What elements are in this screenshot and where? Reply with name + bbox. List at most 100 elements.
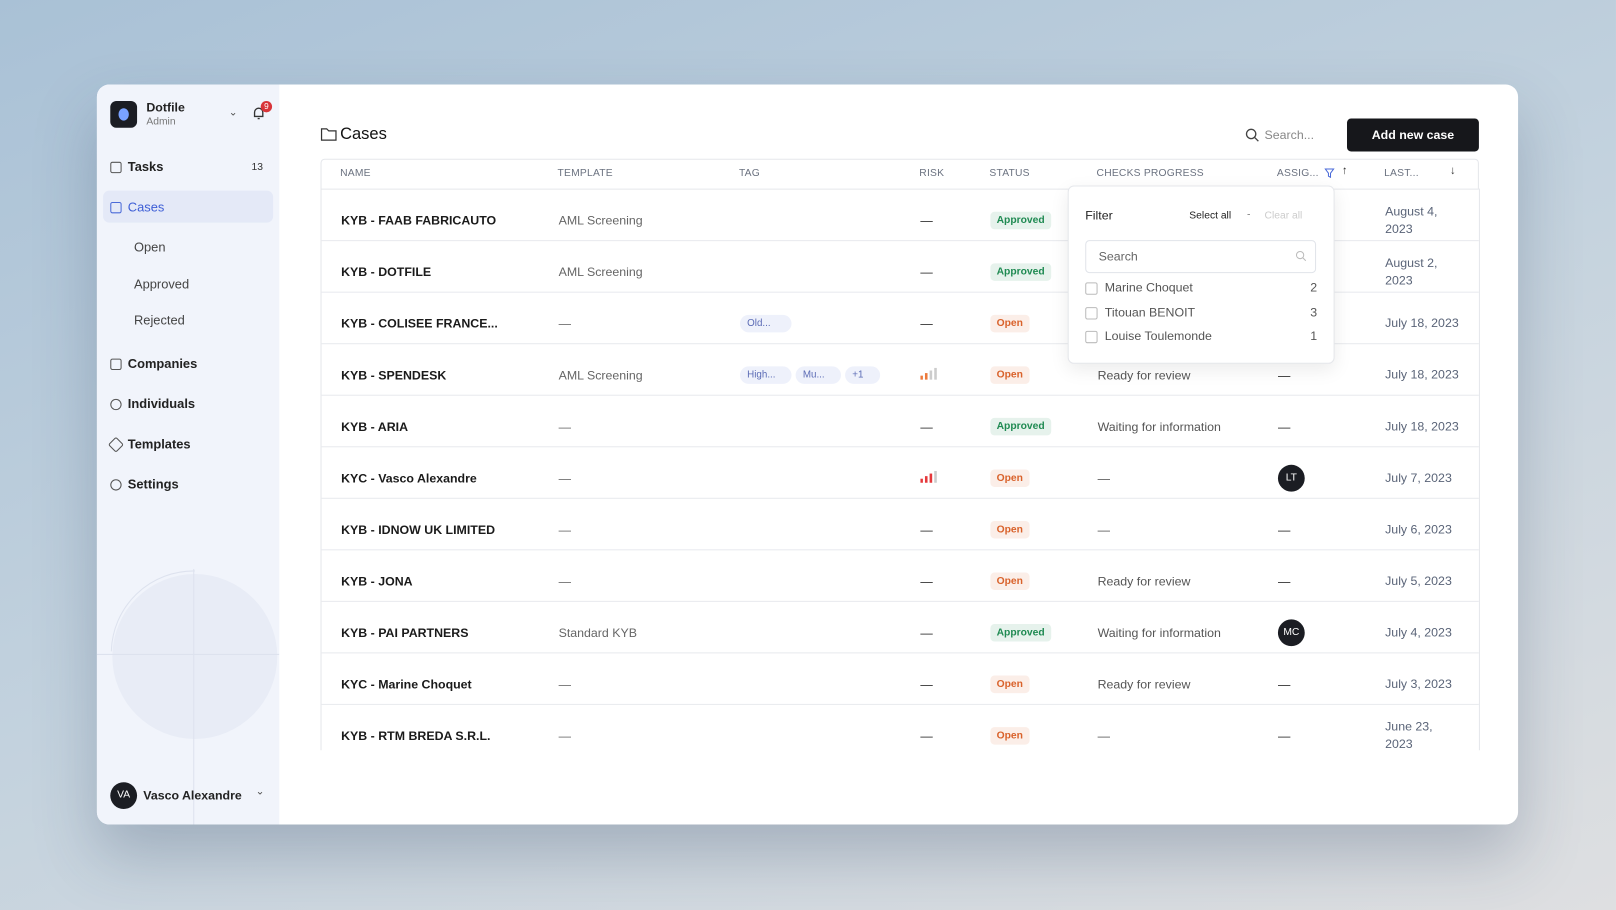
filter-icon[interactable] xyxy=(1324,168,1335,179)
filter-search-placeholder: Search xyxy=(1098,249,1138,264)
status: Approved xyxy=(990,417,1051,436)
case-name: KYB - IDNOW UK LIMITED xyxy=(341,522,496,537)
status-pill: Approved xyxy=(990,624,1051,642)
filter-search[interactable]: Search xyxy=(1085,240,1317,274)
table-row[interactable]: KYB - ARIA — — Approved Waiting for informat… xyxy=(321,395,1479,448)
tags: High... Mu... +1 xyxy=(739,366,884,384)
risk: — xyxy=(920,625,933,641)
tag: High... xyxy=(739,366,792,384)
last-updated: July 18, 2023 xyxy=(1385,418,1459,434)
status: Open xyxy=(990,727,1030,745)
table-row[interactable]: KYB - FAAB FABRICAUTO AML Screening — Appro… xyxy=(321,189,1479,242)
nav-item[interactable]: Tasks xyxy=(127,159,164,175)
status: Approved xyxy=(990,263,1051,281)
checkbox[interactable] xyxy=(1085,282,1098,295)
template: — xyxy=(558,419,571,434)
status: Approved xyxy=(990,211,1051,230)
checks-progress: — xyxy=(1097,470,1110,486)
column-header: TEMPLATE xyxy=(557,167,613,180)
last-updated: June 23, 2023 xyxy=(1385,719,1433,751)
case-name: KYB - COLISEE FRANCE... xyxy=(341,316,498,331)
icon xyxy=(110,201,122,214)
table-row[interactable]: KYB - IDNOW UK LIMITED — — Open — — July 6, 20… xyxy=(321,498,1479,551)
folder-icon xyxy=(320,128,337,141)
status-pill: Open xyxy=(990,572,1030,591)
table-row[interactable]: KYB - PAI PARTNERS Standard KYB — Approved W… xyxy=(321,601,1479,654)
assignee-avatar: LT xyxy=(1277,464,1305,492)
template: — xyxy=(558,574,571,589)
icon xyxy=(110,358,122,370)
risk-icon xyxy=(920,367,939,382)
nav-item[interactable]: Cases xyxy=(127,199,165,215)
org-role: Admin xyxy=(146,116,176,128)
table-row[interactable]: KYB - JONA — — Open Ready for review — July 5,… xyxy=(321,549,1479,602)
template: — xyxy=(558,728,571,744)
table-row[interactable]: KYB - DOTFILE AML Screening — Approved Augus… xyxy=(321,240,1479,293)
clear-all[interactable]: Clear all xyxy=(1264,210,1303,222)
sort-desc[interactable]: ↓ xyxy=(1450,164,1456,178)
nav-item[interactable]: Companies xyxy=(127,356,198,372)
subnav-item[interactable]: Approved xyxy=(133,277,190,292)
table-row[interactable]: KYC - Vasco Alexandre — Open — LT July 7, 202… xyxy=(321,446,1479,499)
status: Open xyxy=(990,469,1030,487)
sort-asc[interactable]: ↑ xyxy=(1341,164,1348,178)
nav-item[interactable]: Settings xyxy=(127,477,179,492)
option-label[interactable]: Titouan BENOIT xyxy=(1104,304,1196,319)
tag: Mu... xyxy=(795,366,841,384)
icon xyxy=(110,479,122,491)
template: — xyxy=(558,470,571,486)
case-name: KYB - PAI PARTNERS xyxy=(341,625,469,641)
risk-icon xyxy=(920,470,939,485)
table-row[interactable]: KYB - SPENDESK AML Screening High... Mu... +… xyxy=(321,343,1479,396)
nav-item[interactable]: Individuals xyxy=(127,396,196,412)
risk-bars xyxy=(920,470,937,483)
subnav-item[interactable]: Open xyxy=(133,240,166,255)
risk: — xyxy=(920,419,933,434)
select-all[interactable]: Select all xyxy=(1189,210,1232,222)
table-header xyxy=(320,158,1479,190)
checks-progress: Ready for review xyxy=(1097,574,1191,589)
status: Open xyxy=(990,314,1030,333)
icon xyxy=(110,161,122,174)
table-row[interactable]: KYB - COLISEE FRANCE... — Old... — Open July … xyxy=(321,292,1479,345)
search-input[interactable]: Search... xyxy=(1264,127,1315,143)
bell[interactable] xyxy=(251,106,265,120)
status: Open xyxy=(990,675,1030,694)
nav-count: 13 xyxy=(251,161,263,174)
template: AML Screening xyxy=(558,367,643,383)
user-chevron[interactable]: ⌄ xyxy=(255,786,265,798)
template: AML Screening xyxy=(558,213,643,228)
risk-bar xyxy=(929,473,933,483)
filter-title: Filter xyxy=(1085,208,1113,223)
risk: — xyxy=(920,316,933,331)
subnav-item[interactable]: Rejected xyxy=(133,313,185,328)
add-case-button[interactable]: Add new case xyxy=(1346,118,1479,152)
status-pill: Open xyxy=(990,520,1030,539)
decoration xyxy=(96,568,280,825)
status: Open xyxy=(990,520,1030,539)
sidebar: Dotfile Admin ⌄ 9 Tasks 13 Cases Open Ap… xyxy=(96,84,280,825)
template: — xyxy=(558,316,571,331)
icon xyxy=(110,398,122,411)
risk-bar xyxy=(920,375,923,380)
option-label[interactable]: Louise Toulemonde xyxy=(1104,328,1212,344)
last-updated: August 2, 2023 xyxy=(1385,255,1438,288)
user-name[interactable]: Vasco Alexandre xyxy=(143,788,242,803)
template: Standard KYB xyxy=(558,625,637,641)
checks-progress: Waiting for information xyxy=(1097,625,1221,641)
table-row[interactable]: KYC - Marine Choquet — — Open Ready for revi… xyxy=(321,652,1479,705)
risk: — xyxy=(920,264,933,280)
assignee: — xyxy=(1277,677,1291,692)
table-row[interactable]: KYB - RTM BREDA S.R.L. — — Open — — June 23, 2… xyxy=(322,704,1479,750)
column-header: STATUS xyxy=(989,167,1030,180)
column-header: LAST... xyxy=(1384,167,1419,180)
nav-item[interactable]: Templates xyxy=(127,436,191,452)
checkbox[interactable] xyxy=(1085,306,1098,319)
option-label[interactable]: Marine Choquet xyxy=(1104,280,1193,295)
column-header: ASSIG... xyxy=(1276,167,1319,180)
notif-badge: 9 xyxy=(260,100,273,113)
status-pill: Open xyxy=(990,469,1030,487)
checkbox[interactable] xyxy=(1085,330,1098,344)
status-pill: Open xyxy=(990,727,1030,745)
org-chevron[interactable]: ⌄ xyxy=(228,107,238,119)
